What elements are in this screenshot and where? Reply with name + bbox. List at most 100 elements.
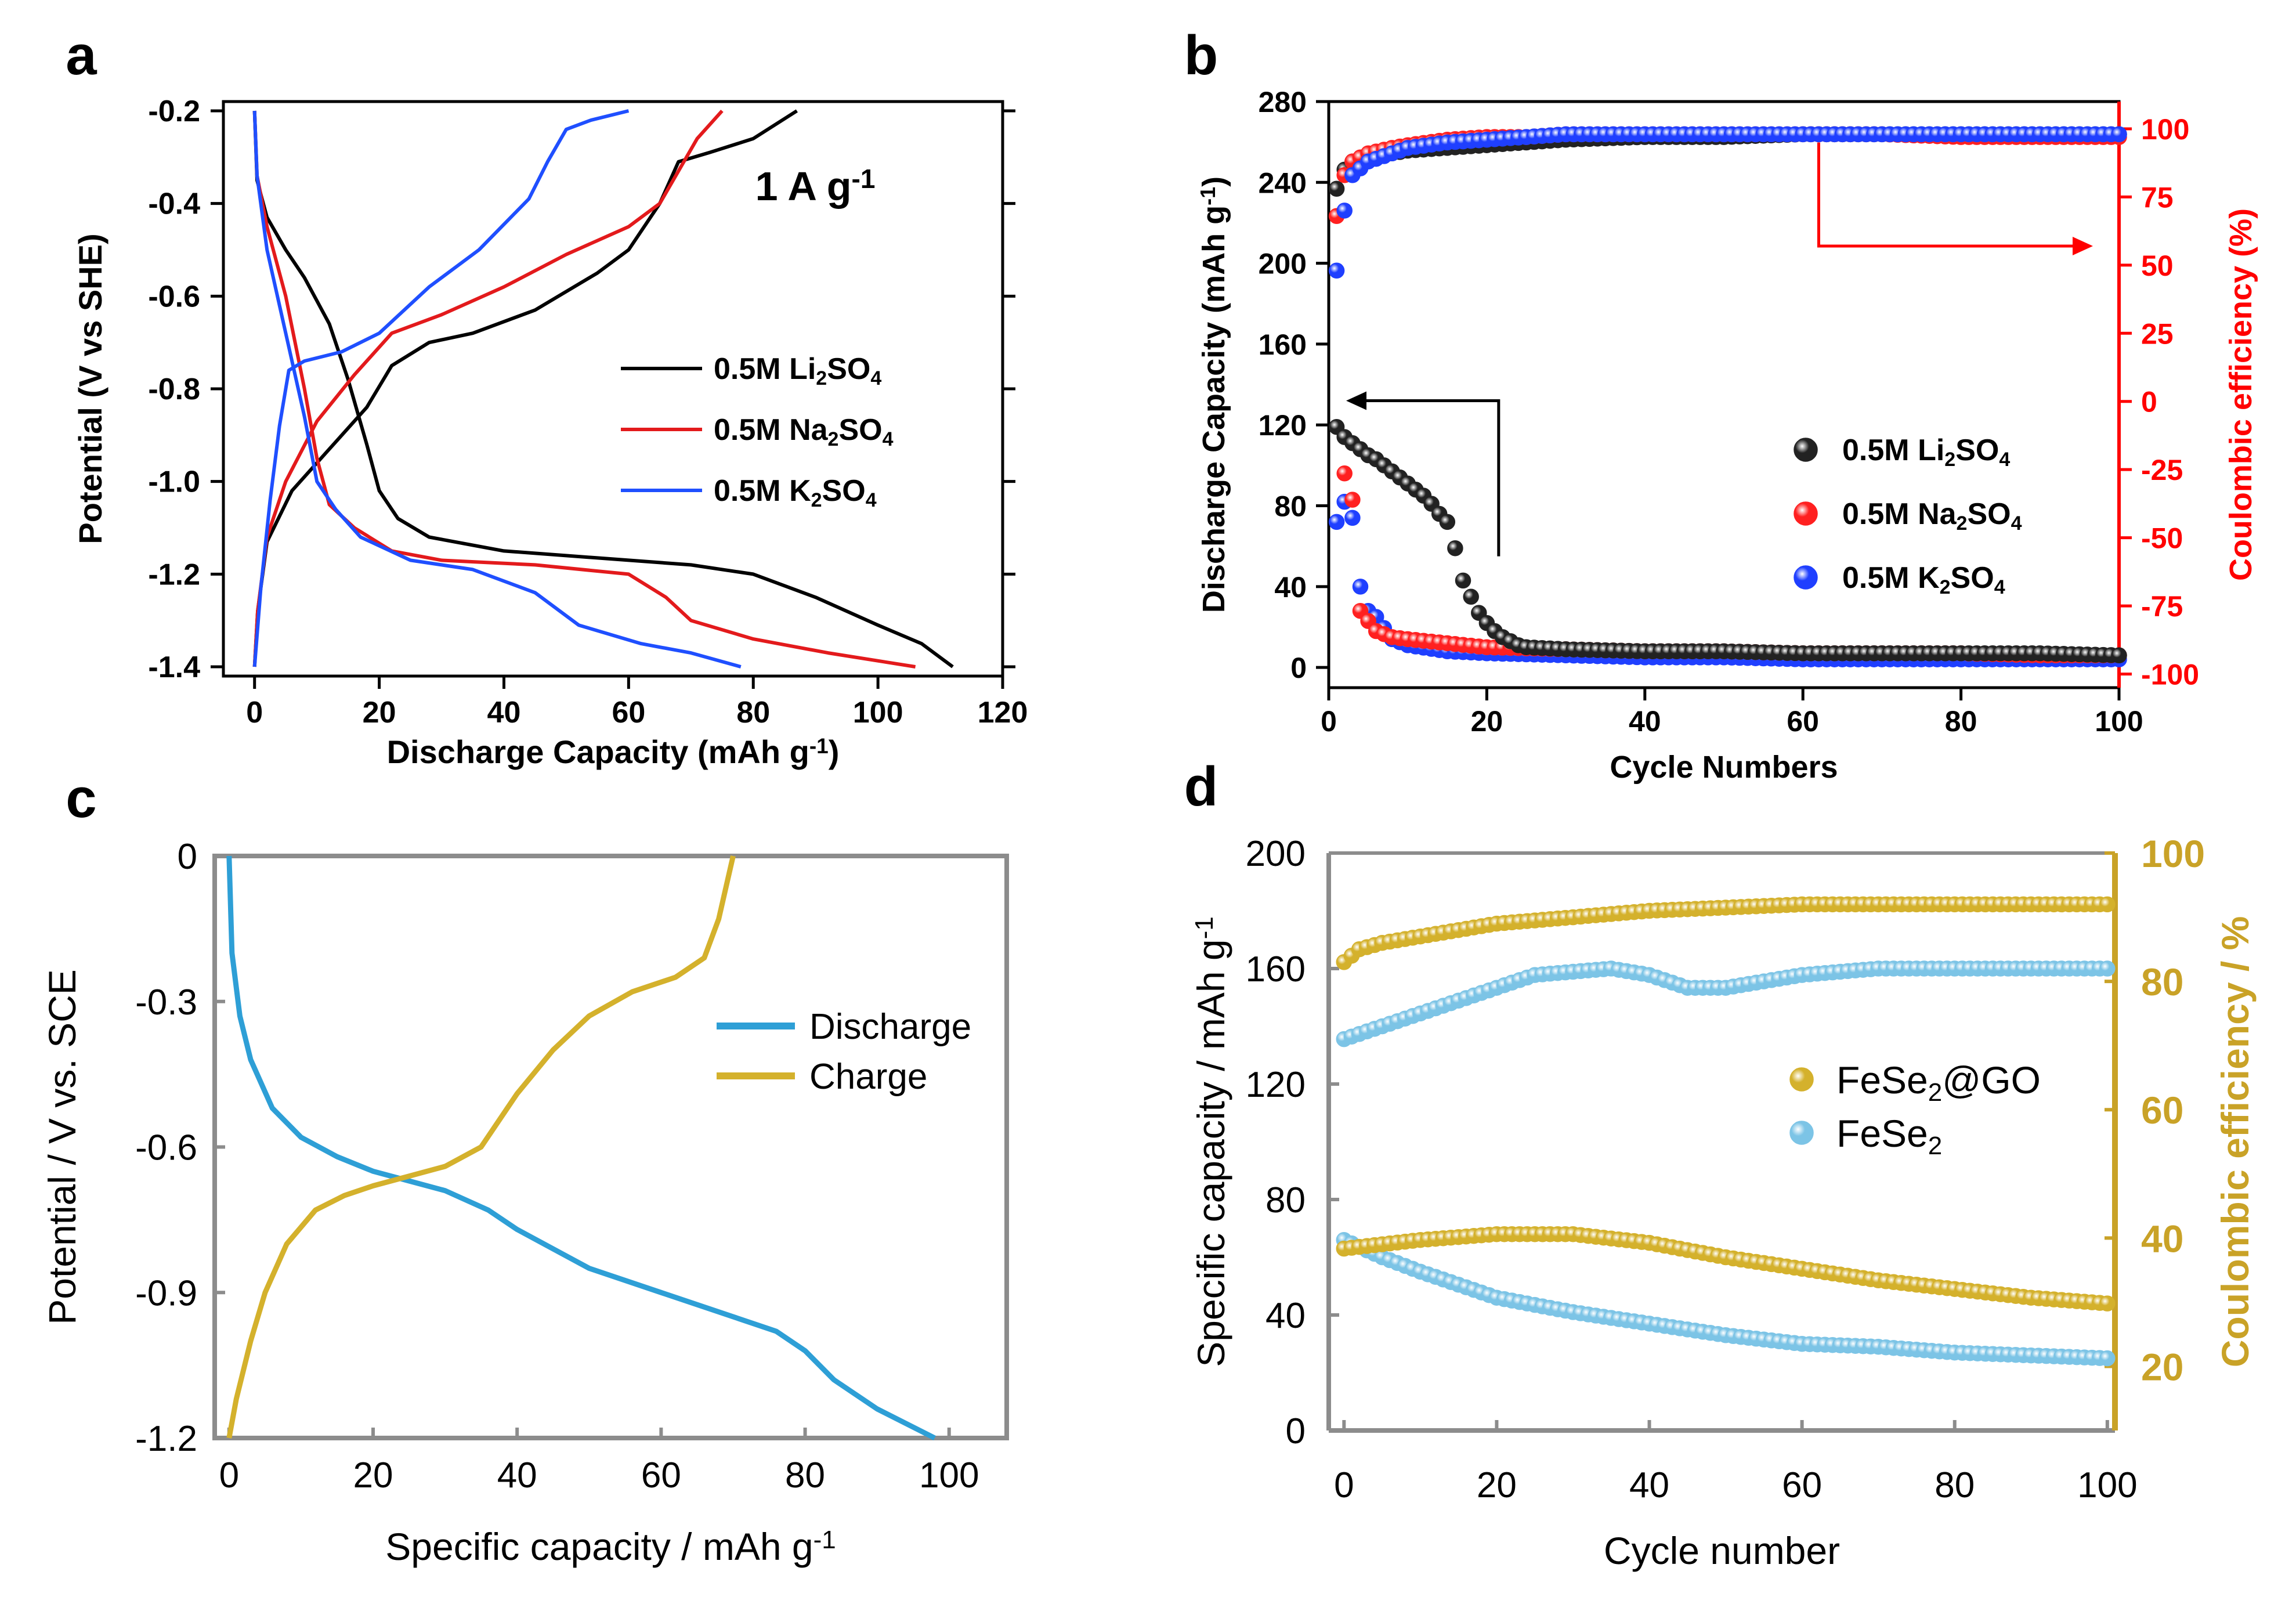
y-tick-label: 0 [178,837,197,877]
capacity-point [1352,579,1369,595]
panel-b: b0 20 40 60 80 10004080120160200240280-100-75… [1184,24,2258,785]
text-span: 1 A g [755,164,852,209]
x-tick-label: 100 [919,1455,979,1495]
text-span: SO [838,413,882,447]
legend-label: 0.5M Li2SO4 [1842,433,2010,471]
text-span: -1 [813,1526,836,1554]
text-span: 0.5M [1842,561,1918,595]
legend-label: Discharge [809,1007,971,1047]
text-span: 4 [883,428,894,450]
legend-label: 0.5M Na2SO4 [1842,497,2022,534]
y-tick-label: 40 [1265,1296,1306,1336]
x-tick-label: 80 [785,1455,825,1495]
x-tick-label: 20 [1477,1465,1517,1505]
x-tick-label: 120 [978,696,1028,729]
text-span: K [1918,561,1940,595]
text-span: Na [789,413,829,447]
text-span: SO [1967,497,2011,531]
legend-label: FeSe2@GO [1836,1059,2041,1107]
y-tick-label: 80 [1265,1180,1306,1220]
y2-tick-label: 40 [2141,1217,2183,1260]
y-tick-label: -1.2 [148,558,200,591]
x-tick-label: 100 [2077,1465,2137,1505]
text-span: -1 [852,164,876,194]
x-tick-label: 80 [1945,705,1977,738]
text-span: 4 [2011,512,2022,534]
y-tick-label: -1.0 [148,465,200,499]
x-tick-label: 60 [641,1455,681,1495]
current-density-label: 1 A g-1 [755,164,876,209]
text-span: ) [829,734,840,770]
y-tick-label: -0.6 [148,280,200,313]
efficiency-point [1328,180,1345,197]
x-tick-label: 100 [2095,705,2143,738]
text-span: SO [1955,433,1999,467]
legend-label: 0.5M Na2SO4 [714,413,894,450]
text-span: Na [1918,497,1957,531]
y-tick-label: 120 [1246,1065,1306,1105]
legend-label: Charge [809,1057,927,1097]
panel-label-d: d [1184,756,1218,818]
x-tick-label: 40 [1629,1465,1669,1505]
text-span: Specific capacity / mAh g [385,1525,813,1568]
charge-curve-2 [252,109,630,667]
charge-curve-0 [252,109,798,667]
capacity-point [1328,514,1345,530]
x-tick-label: 60 [1782,1465,1822,1505]
text-span: SO [1951,561,1994,595]
text-span: 2 [811,489,822,511]
x-axis-label: Cycle Numbers [1610,750,1838,785]
efficiency-arrowhead [2073,236,2093,255]
text-span: Discharge Capacity (mAh g [387,734,809,770]
legend-marker [1789,1067,1814,1092]
text-span: 2 [1957,512,1968,534]
y2-tick-label: 100 [2141,832,2205,875]
text-span: K [789,474,811,508]
y-axis-label: Potential / V vs. SCE [41,969,84,1325]
y2-tick-label: -100 [2141,659,2199,691]
text-span: @GO [1942,1059,2041,1101]
y-tick-label: 80 [1274,490,1307,523]
text-span: FeSe [1836,1112,1928,1155]
curve-charge [226,855,736,1439]
y2-tick-label: 50 [2141,250,2174,282]
text-span: 0.5M [1842,497,1918,531]
x-tick-label: 0 [219,1455,239,1495]
text-span: 0.5M [1842,433,1918,467]
y2-axis-label: Coulombic efficiency / % [2214,916,2257,1368]
efficiency-point [2111,126,2127,143]
y2-tick-label: 25 [2141,317,2174,350]
plot-frame [222,100,1004,678]
text-span: 2 [816,367,827,389]
x-tick-label: 60 [1787,705,1819,738]
panel-c: c 0 20 40 60 80 100 0 -0.3 -0.6 -0.9 -1.2 Specific c… [41,767,1009,1568]
text-span: 2 [828,428,839,450]
y-tick-label: -0.3 [135,982,197,1023]
y-axis-label: Potential (V vs SHE) [72,233,109,544]
text-span: FeSe [1836,1059,1928,1101]
y-tick-label: 0 [1286,1411,1306,1451]
x-axis-label: Specific capacity / mAh g-1 [385,1525,836,1568]
discharge-curve-0 [252,110,954,669]
efficiency-point [1336,203,1353,219]
plot-frame [1327,100,2121,689]
x-tick-label: 0 [1334,1465,1354,1505]
y-tick-label: -1.4 [148,651,200,684]
text-span: 0.5M [714,474,789,508]
x-tick-label: 80 [1935,1465,1975,1505]
y-tick-label: 200 [1259,248,1307,280]
capacity-arrow [1366,399,1500,557]
x-axis-label: Discharge Capacity (mAh g-1) [387,734,840,770]
text-span: -1 [1190,916,1218,939]
y-axis-label: Discharge Capacity (mAh g-1) [1196,176,1231,613]
y-tick-label: -0.8 [148,373,200,406]
capacity-point [1344,492,1361,508]
text-span: ) [1196,176,1231,187]
text-span: -1 [1196,187,1220,205]
x-axis-label: Cycle number [1604,1529,1840,1572]
text-span: -1 [809,734,829,758]
y-tick-label: -0.6 [135,1128,197,1168]
y2-tick-label: 60 [2141,1089,2183,1132]
text-span: Li [1918,433,1944,467]
y2-tick-label: 0 [2141,386,2157,418]
